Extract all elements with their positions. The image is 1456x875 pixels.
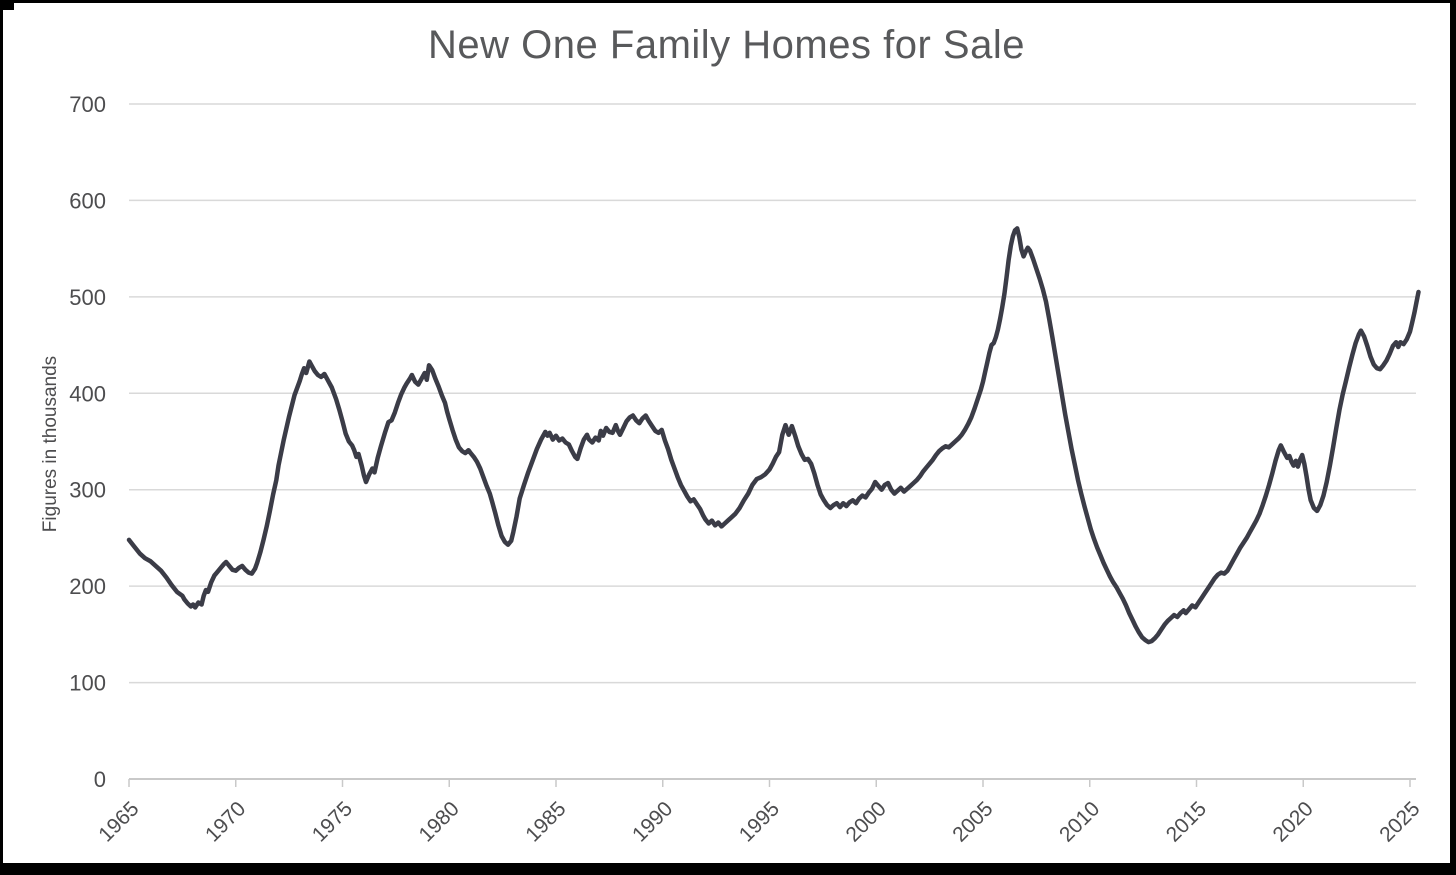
x-tick-label: 1990 bbox=[628, 797, 677, 846]
x-tick-label: 2015 bbox=[1162, 797, 1211, 846]
x-tick-label: 1970 bbox=[201, 797, 250, 846]
screenshot-corner-artifact bbox=[3, 3, 14, 10]
y-tick-label: 400 bbox=[69, 381, 106, 406]
x-tick-label: 1995 bbox=[735, 797, 784, 846]
y-tick-label: 500 bbox=[69, 285, 106, 310]
plot-area: 0 100 200 300 400 500 600 700 1965 1970 1975 1980 19… bbox=[69, 92, 1424, 847]
x-tick-label: 2005 bbox=[948, 797, 997, 846]
data-line-series bbox=[126, 226, 1421, 645]
x-tick-label: 2025 bbox=[1375, 797, 1424, 846]
x-tick-label: 2000 bbox=[841, 797, 890, 846]
x-tick-label: 1965 bbox=[94, 797, 143, 846]
y-tick-label: 0 bbox=[94, 767, 106, 792]
y-tick-label: 600 bbox=[69, 188, 106, 213]
y-tick-label: 300 bbox=[69, 478, 106, 503]
x-tick-label: 1985 bbox=[521, 797, 570, 846]
x-tick-label: 1980 bbox=[414, 797, 463, 846]
chart-title: New One Family Homes for Sale bbox=[428, 23, 1025, 67]
y-tick-label: 700 bbox=[69, 92, 106, 117]
x-tick-label: 1975 bbox=[308, 797, 357, 846]
y-tick-label: 200 bbox=[69, 574, 106, 599]
y-tick-label: 100 bbox=[69, 671, 106, 696]
x-tick-label: 2010 bbox=[1055, 797, 1104, 846]
x-tick-label: 2020 bbox=[1268, 797, 1317, 846]
